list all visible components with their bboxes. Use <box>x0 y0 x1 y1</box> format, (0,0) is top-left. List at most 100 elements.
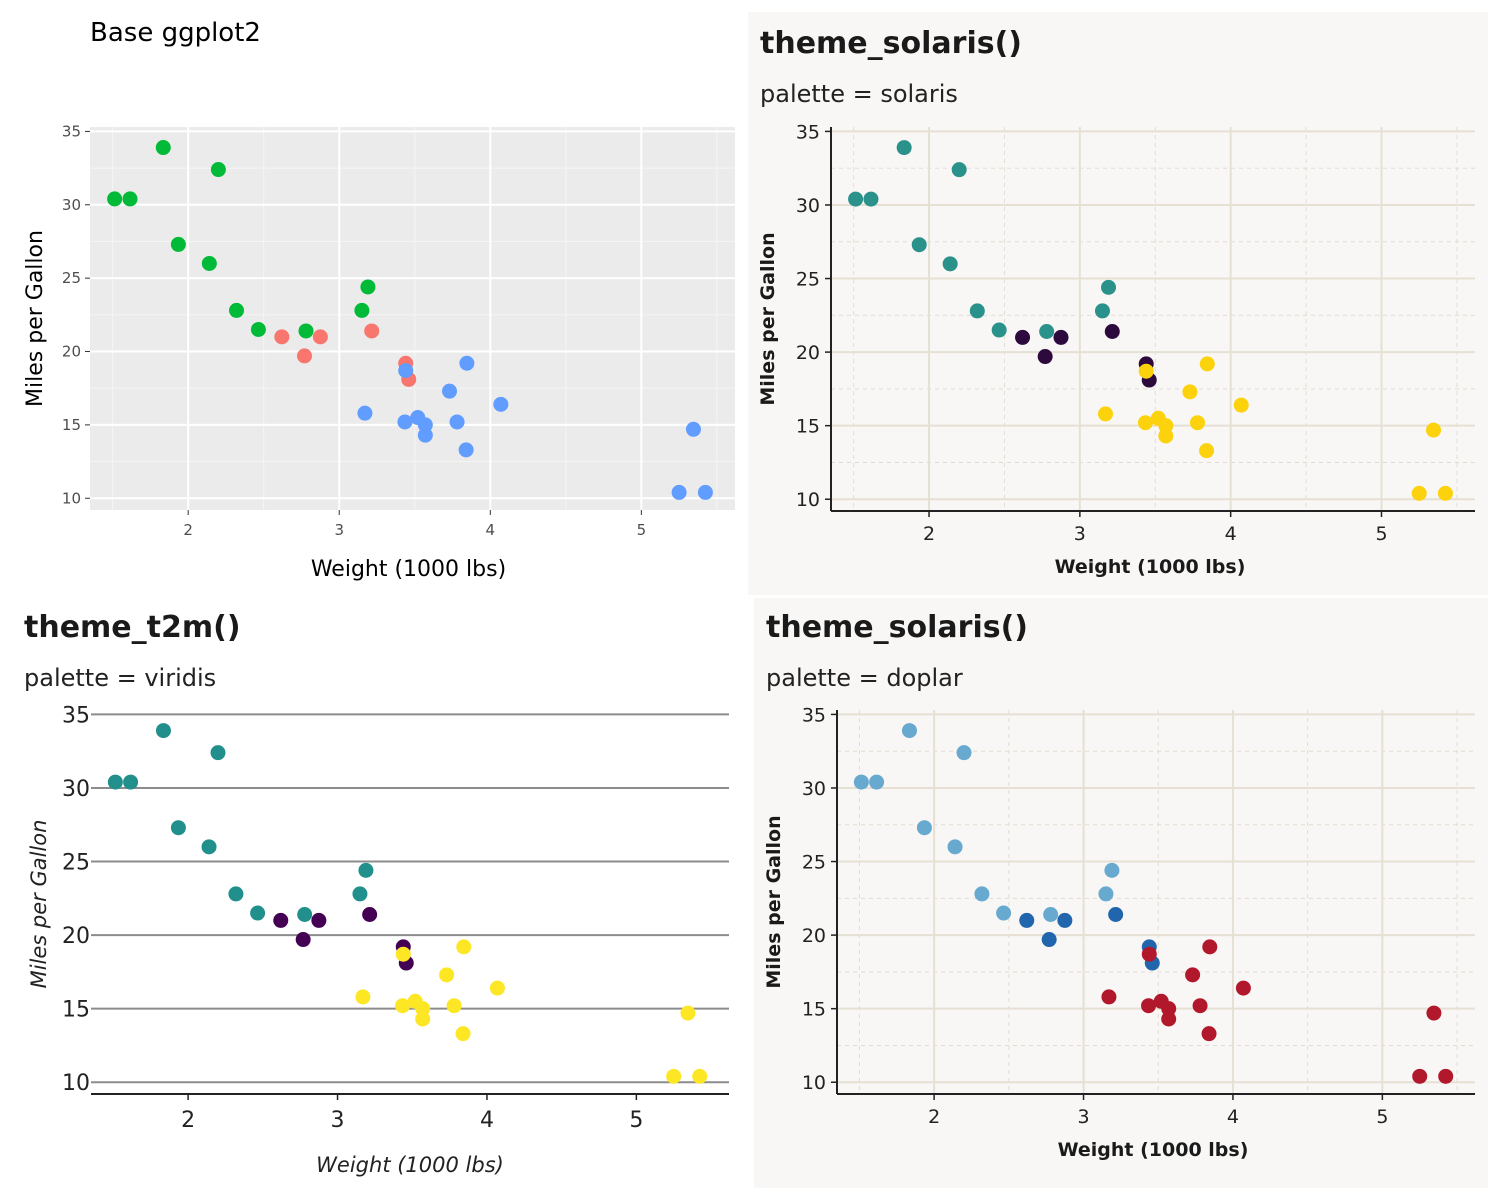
data-point <box>951 162 967 178</box>
data-point <box>274 329 290 345</box>
y-tick-label: 25 <box>796 269 820 291</box>
panel-title: theme_solaris() <box>766 610 1029 645</box>
data-point <box>671 484 687 500</box>
data-point <box>1015 329 1031 345</box>
y-axis-title: Miles per Gallon <box>763 815 785 988</box>
data-point <box>312 329 328 345</box>
data-point <box>1137 415 1153 431</box>
panel-theme-solaris-doplar: theme_solaris() palette = doplar 2 3 4 5 10 1… <box>754 598 1488 1188</box>
x-tick-label: 2 <box>923 523 935 545</box>
data-point <box>1101 989 1117 1005</box>
data-point <box>201 839 217 855</box>
data-point <box>459 355 475 371</box>
data-point <box>901 723 917 739</box>
data-point <box>853 774 869 790</box>
data-point <box>1182 384 1198 400</box>
data-point <box>296 348 312 364</box>
y-tick-label: 25 <box>62 851 90 876</box>
y-tick-label: 10 <box>802 1072 826 1094</box>
data-point <box>1141 998 1157 1014</box>
y-tick-label: 20 <box>802 925 826 947</box>
data-point <box>969 303 985 319</box>
data-point <box>1202 939 1218 955</box>
x-tick-label: 5 <box>1376 1106 1388 1128</box>
y-axis-title: Miles per Gallon <box>757 232 779 405</box>
data-point <box>1039 324 1055 340</box>
data-point <box>250 905 266 921</box>
data-point <box>455 1026 471 1042</box>
data-point <box>863 191 879 207</box>
data-point <box>1199 443 1215 459</box>
data-point <box>1057 912 1073 928</box>
data-point <box>1104 862 1120 878</box>
data-point <box>1097 406 1113 422</box>
x-tick-label: 3 <box>1077 1106 1089 1128</box>
data-point <box>123 774 139 790</box>
y-tick-label: 20 <box>796 342 820 364</box>
data-point <box>1161 1011 1177 1027</box>
data-point <box>417 417 433 433</box>
data-point <box>1138 363 1154 379</box>
panel-title: theme_solaris() <box>760 26 1023 61</box>
data-point <box>107 774 123 790</box>
data-point <box>1201 1026 1217 1042</box>
data-point <box>415 1001 431 1017</box>
y-tick-label: 30 <box>62 777 90 802</box>
data-point <box>1411 485 1427 501</box>
y-tick-label: 35 <box>62 122 81 140</box>
y-tick-label: 30 <box>62 196 81 214</box>
data-point <box>1189 415 1205 431</box>
data-point <box>355 989 371 1005</box>
y-tick-label: 25 <box>62 269 81 287</box>
data-point <box>896 140 912 156</box>
x-tick-label: 4 <box>1225 523 1237 545</box>
data-point <box>1438 1068 1454 1084</box>
y-tick-label: 15 <box>62 998 90 1023</box>
x-axis-title: Weight (1000 lbs) <box>311 557 506 582</box>
data-point <box>996 905 1012 921</box>
x-axis-title: Weight (1000 lbs) <box>1058 1139 1249 1161</box>
data-point <box>1158 428 1174 444</box>
data-point <box>1426 1005 1442 1021</box>
data-point <box>397 414 413 430</box>
x-tick-label: 2 <box>183 521 193 539</box>
y-tick-label: 10 <box>796 489 820 511</box>
data-point <box>415 1011 431 1027</box>
data-point <box>210 745 226 761</box>
data-point <box>228 886 244 902</box>
y-tick-label: 15 <box>802 999 826 1021</box>
data-point <box>1101 279 1117 295</box>
data-point <box>449 414 465 430</box>
data-point <box>417 427 433 443</box>
data-point <box>458 442 474 458</box>
y-tick-label: 30 <box>802 778 826 800</box>
data-point <box>947 839 963 855</box>
panel-subtitle: palette = doplar <box>766 664 963 692</box>
x-tick-label: 3 <box>1074 523 1086 545</box>
data-point <box>273 912 289 928</box>
data-point <box>911 237 927 253</box>
data-point <box>1426 422 1442 438</box>
x-tick-label: 2 <box>928 1106 940 1128</box>
data-point <box>298 323 314 339</box>
data-point <box>1094 303 1110 319</box>
panel-theme-solaris-solaris: theme_solaris() palette = solaris 2 3 4 5 10… <box>748 12 1488 595</box>
data-point <box>685 421 701 437</box>
x-tick-label: 3 <box>331 1108 345 1133</box>
y-tick-label: 25 <box>802 852 826 874</box>
x-tick-label: 5 <box>629 1108 643 1133</box>
data-point <box>869 774 885 790</box>
panel-background <box>90 127 735 510</box>
x-tick-label: 4 <box>486 521 496 539</box>
data-point <box>692 1068 708 1084</box>
y-tick-label: 20 <box>62 924 90 949</box>
y-tick-label: 10 <box>62 489 81 507</box>
data-point <box>170 820 186 836</box>
x-tick-label: 4 <box>480 1108 494 1133</box>
data-point <box>1199 356 1215 372</box>
data-point <box>1141 946 1157 962</box>
data-point <box>446 998 462 1014</box>
data-point <box>1104 324 1120 340</box>
data-point <box>155 140 171 156</box>
panel-title: theme_t2m() <box>24 610 241 645</box>
